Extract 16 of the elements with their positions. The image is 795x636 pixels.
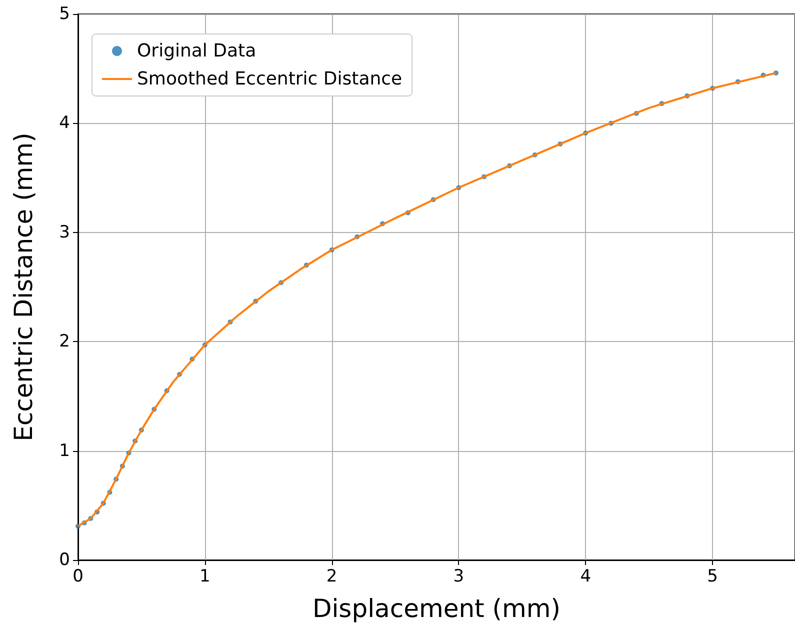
x-tick-label: 0 xyxy=(72,566,84,586)
x-axis-title: Displacement (mm) xyxy=(312,594,561,623)
y-tick-label: 4 xyxy=(59,113,70,134)
legend-label: Original Data xyxy=(137,40,256,62)
legend-label: Smoothed Eccentric Distance xyxy=(137,68,402,90)
x-tick-label: 1 xyxy=(199,566,210,586)
x-tick-label: 4 xyxy=(580,566,592,586)
y-tick-label: 0 xyxy=(59,550,70,570)
x-tick-label: 3 xyxy=(453,566,464,586)
x-tick-label: 2 xyxy=(326,566,338,586)
y-tick-label: 5 xyxy=(59,4,70,24)
y-tick-label: 2 xyxy=(59,332,70,352)
x-tick-label: 5 xyxy=(707,566,718,586)
y-axis-title: Eccentric Distance (mm) xyxy=(9,132,38,442)
y-tick-label: 1 xyxy=(59,440,70,461)
y-tick-label: 3 xyxy=(59,222,70,242)
